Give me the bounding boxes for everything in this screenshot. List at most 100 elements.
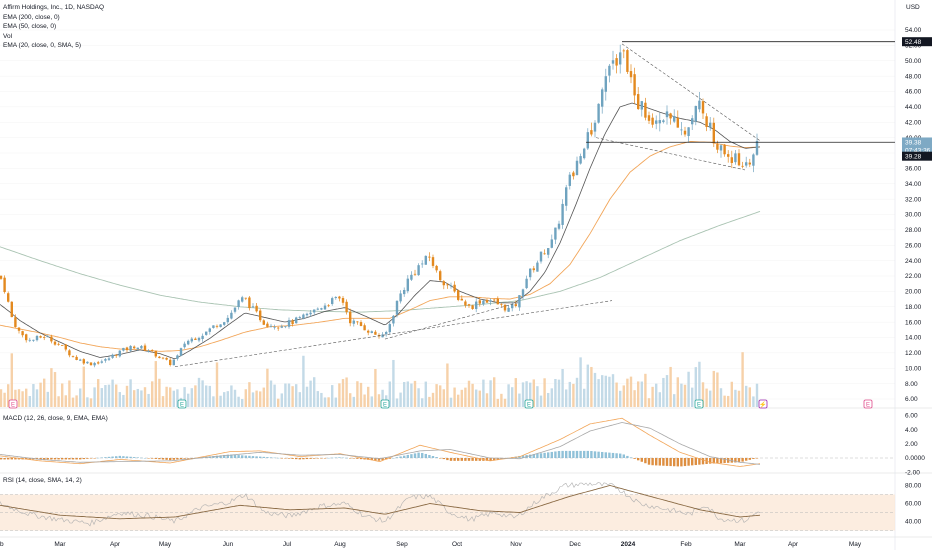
secondary-price-tag-text: 39.28 [905, 154, 922, 161]
candle-body [25, 334, 28, 341]
macd-hist-bar [154, 458, 157, 459]
volume-bar [428, 396, 431, 407]
candle-body [748, 162, 751, 165]
macd-hist-bar [557, 451, 561, 458]
indicator-ema50[interactable]: EMA (50, close, 0) [3, 23, 57, 30]
macd-hist-bar [284, 458, 287, 459]
candle-body [622, 50, 625, 52]
candle-body [183, 343, 186, 348]
candle-body [575, 160, 579, 176]
macd-hist-bar [169, 458, 172, 461]
candle-body [457, 290, 460, 300]
macd-hist-bar [446, 458, 449, 461]
candle-body [500, 303, 503, 305]
macd-hist-bar [583, 450, 586, 458]
candle-body [147, 350, 150, 352]
candle-body [532, 268, 535, 271]
earnings-marker-box [863, 399, 873, 409]
volume-bar [35, 389, 39, 407]
candle-body [21, 331, 24, 336]
volume-bar [507, 384, 510, 407]
currency-label[interactable]: USD [906, 4, 920, 11]
macd-hist-bar [323, 458, 327, 459]
volume-bar [194, 385, 197, 407]
macd-hist-bar [68, 458, 71, 460]
trendline [384, 301, 521, 340]
candle-body [669, 113, 672, 119]
macd-hist-bar [75, 458, 78, 460]
time-tick: Mar [54, 541, 66, 548]
macd-hist-bar [71, 458, 75, 460]
candle-body [233, 307, 237, 312]
candle-body [752, 154, 755, 166]
candle-body [359, 322, 363, 327]
volume-bar [460, 389, 463, 407]
volume-bar [719, 388, 723, 407]
chart-title: Affirm Holdings, Inc., 1D, NASDAQ [3, 4, 105, 11]
volume-bar [748, 387, 751, 407]
candle-body [698, 100, 701, 110]
macd-label[interactable]: MACD (12, 26, close, 9, EMA, EMA) [3, 415, 108, 422]
volume-bar [597, 379, 600, 407]
macd-hist-bar [406, 454, 409, 458]
macd-hist-bar [316, 458, 319, 459]
volume-bar [471, 383, 474, 407]
volume-bar [583, 388, 586, 407]
candle-body [385, 331, 388, 335]
trendline [595, 137, 746, 171]
volume-bar [521, 382, 525, 407]
candle-body [701, 101, 705, 114]
macd-hist-bar [579, 450, 582, 458]
volume-bar [57, 396, 60, 407]
macd-hist-bar [219, 455, 222, 458]
volume-bar [219, 395, 222, 407]
candle-body [280, 326, 283, 328]
macd-hist-bar [255, 456, 258, 458]
time-tick: Aug [334, 541, 346, 548]
macd-hist-bar [575, 450, 579, 458]
indicator-vol[interactable]: Vol [3, 32, 13, 40]
volume-bar [277, 398, 280, 407]
volume-bar [737, 390, 741, 407]
macd-hist-bar [151, 458, 154, 459]
indicator-ema200[interactable]: EMA (200, close, 0) [3, 13, 60, 21]
candle-body [349, 311, 352, 324]
candle-body [673, 116, 676, 122]
line-price-tag-text: 52.48 [905, 39, 922, 46]
volume-bar [7, 384, 10, 407]
volume-bar [298, 392, 301, 407]
macd-hist-bar [547, 452, 550, 458]
macd-hist-bar [413, 453, 417, 458]
volume-bar [413, 380, 417, 407]
macd-hist-bar [658, 458, 661, 466]
volume-bar [392, 359, 395, 407]
candle-body [313, 309, 316, 313]
candle-body [489, 300, 492, 302]
macd-hist-bar [122, 456, 125, 458]
trendlines[interactable] [174, 41, 895, 368]
indicator-ema20[interactable]: EMA (20, close, 0, SMA, 5) [3, 42, 82, 49]
macd-hist-bar [712, 458, 715, 464]
price-tick: 16.00 [905, 319, 922, 326]
macd-hist-bar [410, 454, 413, 458]
earnings-markers[interactable]: E E E E E ⚡ E [8, 399, 873, 409]
volume-bar [464, 387, 467, 407]
macd-hist-bar [593, 451, 597, 458]
volume-bar [755, 383, 759, 407]
volume-bar [320, 392, 323, 407]
volume-bar [338, 383, 341, 407]
volume-bar [680, 383, 683, 407]
candlesticks [0, 44, 759, 368]
candle-body [151, 350, 154, 351]
candle-body [626, 50, 629, 72]
candle-body [262, 320, 265, 325]
macd-hist-bar [356, 458, 359, 459]
rsi-label[interactable]: RSI (14, close, SMA, 14, 2) [3, 477, 82, 484]
volume-bar [187, 393, 190, 407]
volume-bar [86, 397, 89, 407]
candle-body [417, 265, 420, 276]
volume-bar [424, 381, 427, 407]
